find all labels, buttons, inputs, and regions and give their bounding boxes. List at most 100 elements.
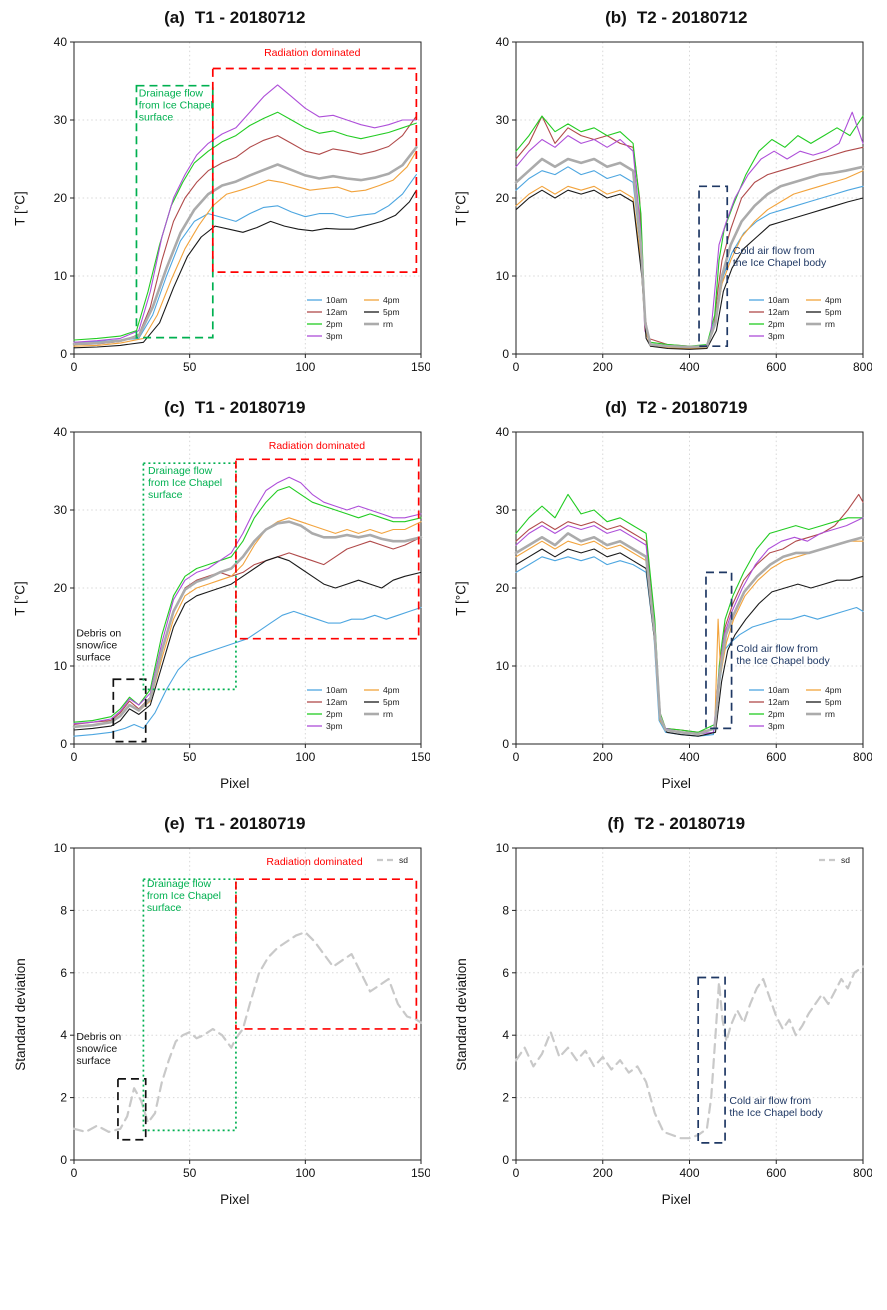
- panel-f-tag: (f): [607, 814, 625, 833]
- svg-text:6: 6: [502, 966, 509, 980]
- plot-canvas-a: 0 50 100 150 0 10 20 30 40 Drainage flow from Ice …: [54, 35, 430, 374]
- panel-b-title: (b) T2 - 20180712: [450, 6, 880, 32]
- row-2: (c) T1 - 20180719 T [°C] 0 50 100 150 0 10 20 30…: [8, 396, 879, 800]
- svg-text:4pm: 4pm: [383, 295, 400, 305]
- svg-text:5pm: 5pm: [383, 697, 400, 707]
- svg-text:4: 4: [60, 1028, 67, 1042]
- panel-c-ylabel: T [°C]: [12, 580, 28, 616]
- svg-text:150: 150: [411, 1166, 430, 1180]
- panel-e: (e) T1 - 20180719 Standard deviation 0 50 1…: [8, 812, 438, 1216]
- panel-e-tag: (e): [164, 814, 185, 833]
- svg-text:800: 800: [852, 360, 871, 374]
- panel-d-title: (d) T2 - 20180719: [450, 396, 880, 422]
- svg-text:2: 2: [502, 1091, 509, 1105]
- svg-text:0: 0: [71, 1166, 78, 1180]
- svg-text:100: 100: [295, 750, 315, 764]
- svg-text:10: 10: [495, 269, 509, 283]
- svg-text:800: 800: [852, 750, 871, 764]
- svg-text:Radiation dominated: Radiation dominated: [269, 440, 365, 452]
- svg-text:600: 600: [766, 1166, 786, 1180]
- svg-text:100: 100: [295, 1166, 315, 1180]
- svg-text:10: 10: [54, 269, 68, 283]
- svg-text:30: 30: [495, 503, 509, 517]
- svg-text:2pm: 2pm: [326, 319, 343, 329]
- svg-text:100: 100: [295, 360, 315, 374]
- svg-text:3pm: 3pm: [326, 721, 343, 731]
- plot-canvas-e: 0 50 100 150 0 2 4 6 8 10 Debris on snow/ice surface…: [54, 841, 430, 1180]
- svg-text:20: 20: [54, 581, 68, 595]
- svg-text:rm: rm: [825, 709, 835, 719]
- panel-a-title: (a) T1 - 20180712: [8, 6, 438, 32]
- svg-text:2: 2: [60, 1091, 67, 1105]
- panel-c: (c) T1 - 20180719 T [°C] 0 50 100 150 0 10 20 30…: [8, 396, 438, 800]
- panel-f-ylabel: Standard deviation: [454, 957, 469, 1071]
- svg-text:400: 400: [679, 750, 699, 764]
- panel-c-tag: (c): [164, 398, 185, 417]
- panel-d-xlabel: Pixel: [661, 776, 691, 791]
- svg-text:12am: 12am: [326, 697, 347, 707]
- svg-text:sd: sd: [399, 855, 408, 865]
- svg-text:0: 0: [60, 347, 67, 361]
- svg-text:600: 600: [766, 750, 786, 764]
- svg-text:10: 10: [495, 659, 509, 673]
- svg-text:200: 200: [592, 1166, 612, 1180]
- svg-text:rm: rm: [383, 319, 393, 329]
- panel-c-title: (c) T1 - 20180719: [8, 396, 438, 422]
- svg-text:0: 0: [502, 347, 509, 361]
- svg-text:20: 20: [495, 191, 509, 205]
- svg-text:800: 800: [852, 1166, 871, 1180]
- panel-f-title: (f) T2 - 20180719: [450, 812, 880, 838]
- svg-text:rm: rm: [383, 709, 393, 719]
- panel-d-name: T2 - 20180719: [636, 398, 748, 417]
- svg-text:20: 20: [495, 581, 509, 595]
- panel-b-name: T2 - 20180712: [636, 8, 748, 27]
- svg-text:20: 20: [54, 191, 68, 205]
- svg-text:0: 0: [60, 737, 67, 751]
- svg-text:200: 200: [592, 750, 612, 764]
- svg-text:3pm: 3pm: [326, 331, 343, 341]
- svg-text:0: 0: [512, 1166, 519, 1180]
- panel-a-name: T1 - 20180712: [194, 8, 306, 27]
- svg-text:10am: 10am: [326, 685, 347, 695]
- svg-text:8: 8: [60, 903, 67, 917]
- svg-text:4pm: 4pm: [383, 685, 400, 695]
- plot-canvas-b: 0 200 400 600 800 0 10 20 30 40 Cold air flow from…: [495, 35, 871, 374]
- panel-c-xlabel: Pixel: [220, 776, 250, 791]
- svg-text:10: 10: [54, 841, 68, 855]
- panel-e-title: (e) T1 - 20180719: [8, 812, 438, 838]
- svg-text:sd: sd: [841, 855, 850, 865]
- svg-text:Radiation dominated: Radiation dominated: [264, 47, 360, 59]
- svg-text:150: 150: [411, 750, 430, 764]
- panel-b-tag: (b): [605, 8, 627, 27]
- panel-d-ylabel: T [°C]: [454, 580, 469, 616]
- svg-text:0: 0: [71, 360, 78, 374]
- svg-text:0: 0: [71, 750, 78, 764]
- panel-e-xlabel: Pixel: [220, 1192, 250, 1207]
- svg-text:12am: 12am: [326, 307, 347, 317]
- svg-text:40: 40: [54, 35, 68, 49]
- panel-d: (d) T2 - 20180719 T [°C] 0 200 400 600 800 0 10…: [450, 396, 880, 800]
- panel-a: (a) T1 - 20180712 T [°C] 0 50 100 150 0 10 20 30…: [8, 6, 438, 384]
- svg-text:30: 30: [495, 113, 509, 127]
- svg-text:400: 400: [679, 360, 699, 374]
- svg-text:5pm: 5pm: [825, 697, 842, 707]
- svg-text:4: 4: [502, 1028, 509, 1042]
- panel-f-xlabel: Pixel: [661, 1192, 691, 1207]
- panel-b-ylabel: T [°C]: [454, 190, 469, 226]
- panel-e-name: T1 - 20180719: [194, 814, 306, 833]
- svg-text:5pm: 5pm: [383, 307, 400, 317]
- svg-text:40: 40: [54, 425, 68, 439]
- plot-canvas-c: 0 50 100 150 0 10 20 30 40 Debris on snow/ice surfa…: [54, 425, 430, 764]
- svg-text:30: 30: [54, 503, 68, 517]
- svg-text:50: 50: [183, 750, 197, 764]
- plot-canvas-d: 0 200 400 600 800 0 10 20 30 40 Cold air flow from…: [495, 425, 871, 764]
- svg-text:50: 50: [183, 1166, 197, 1180]
- svg-text:200: 200: [592, 360, 612, 374]
- svg-text:0: 0: [60, 1153, 67, 1167]
